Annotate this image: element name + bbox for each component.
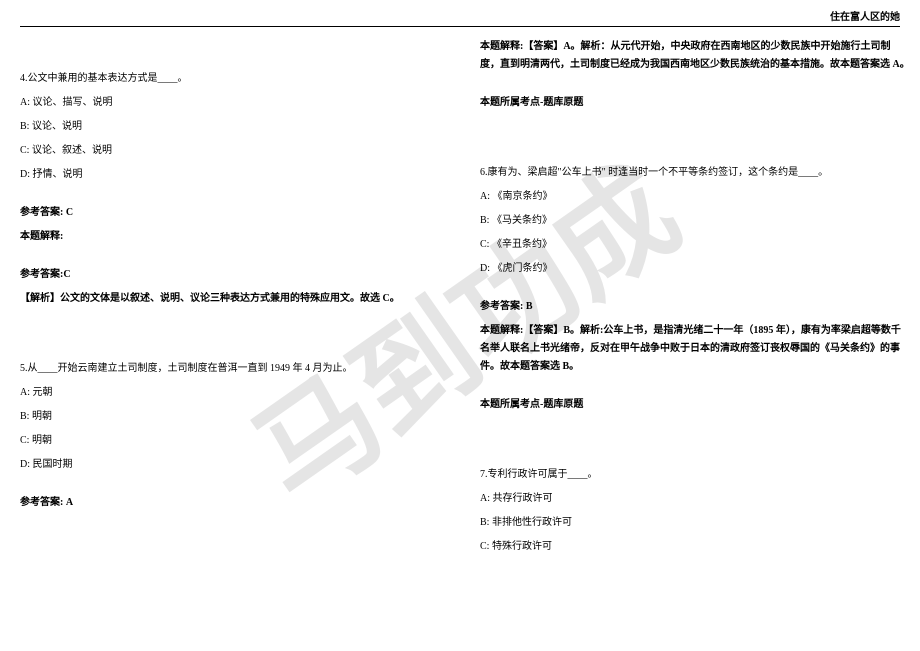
q4-explain-label: 本题解释: [20,228,450,246]
q6-point: 本题所属考点-题库原题 [480,396,910,414]
q4-optA: A: 议论、描写、说明 [20,94,450,112]
q5-point: 本题所属考点-题库原题 [480,94,910,112]
left-column: 4.公文中兼用的基本表达方式是____。 A: 议论、描写、说明 B: 议论、说… [20,38,450,518]
q6-optC: C: 《辛丑条约》 [480,236,910,254]
q7-optB: B: 非排他性行政许可 [480,514,910,532]
q5-answer: 参考答案: A [20,494,450,512]
q5-explain: 本题解释:【答案】A。解析：从元代开始，中央政府在西南地区的少数民族中开始施行土… [480,38,910,74]
q6-stem: 6.康有为、梁启超"公车上书" 时逢当时一个不平等条约签订，这个条约是____。 [480,164,910,182]
q6-optB: B: 《马关条约》 [480,212,910,230]
q7-optA: A: 共存行政许可 [480,490,910,508]
q4-answer-again: 参考答案:C [20,266,450,284]
q5-optD: D: 民国时期 [20,456,450,474]
q6-explain: 本题解释:【答案】B。解析:公车上书，是指清光绪二十一年（1895 年），康有为… [480,322,910,376]
q5-stem: 5.从____开始云南建立土司制度，土司制度在普洱一直到 1949 年 4 月为… [20,360,450,378]
header-right: 住在富人区的她 [830,8,900,23]
q6-optA: A: 《南京条约》 [480,188,910,206]
q7-stem: 7.专利行政许可属于____。 [480,466,910,484]
q5-optC: C: 明朝 [20,432,450,450]
q4-optB: B: 议论、说明 [20,118,450,136]
q4-explain: 【解析】公文的文体是以叙述、说明、议论三种表达方式兼用的特殊应用文。故选 C。 [20,290,450,308]
q5-optB: B: 明朝 [20,408,450,426]
q5-optA: A: 元朝 [20,384,450,402]
q4-answer: 参考答案: C [20,204,450,222]
q6-answer: 参考答案: B [480,298,910,316]
q4-stem: 4.公文中兼用的基本表达方式是____。 [20,70,450,88]
q4-optC: C: 议论、叙述、说明 [20,142,450,160]
right-column: 本题解释:【答案】A。解析：从元代开始，中央政府在西南地区的少数民族中开始施行土… [480,38,910,562]
q6-optD: D: 《虎门条约》 [480,260,910,278]
header-underline [20,26,900,27]
q4-optD: D: 抒情、说明 [20,166,450,184]
q7-optC: C: 特殊行政许可 [480,538,910,556]
